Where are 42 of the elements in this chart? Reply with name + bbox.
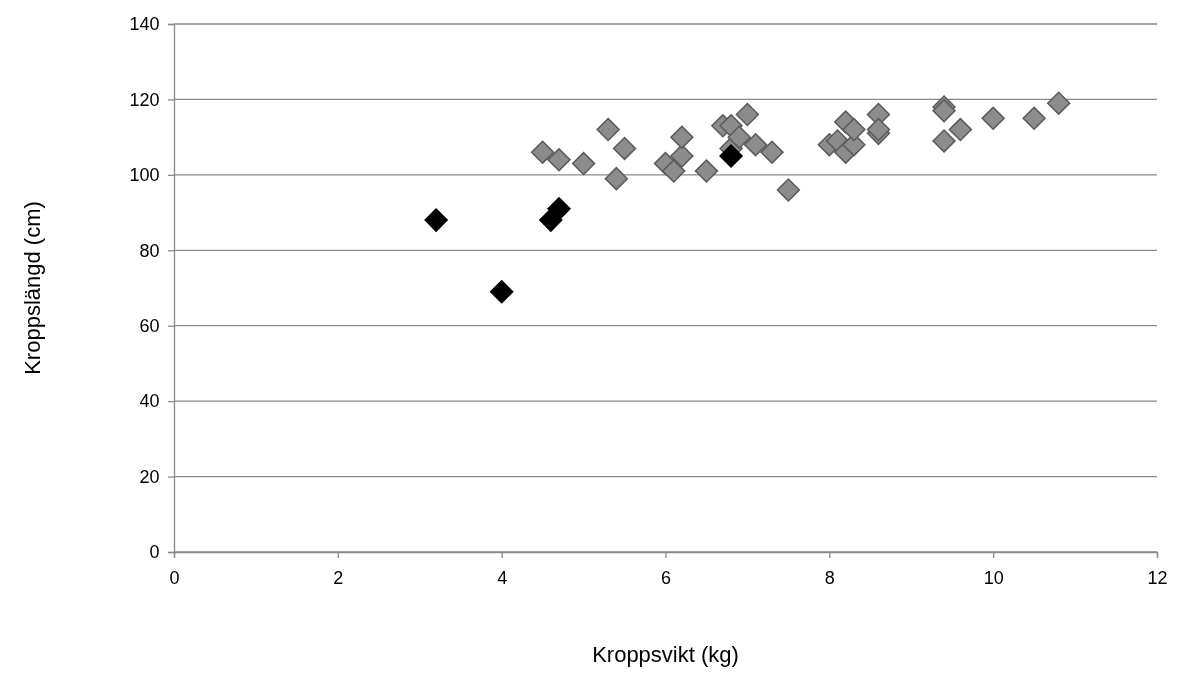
x-tick-label: 10 — [983, 568, 1004, 589]
point — [604, 166, 629, 191]
y-tick-label: 40 — [139, 391, 160, 412]
x-tick-label: 4 — [497, 568, 508, 589]
y-tick-label: 20 — [139, 466, 160, 487]
point — [760, 140, 784, 164]
point — [670, 144, 694, 168]
point — [1022, 106, 1046, 130]
x-tick-label: 2 — [333, 568, 344, 589]
point — [727, 125, 751, 149]
point — [932, 129, 956, 153]
point — [735, 102, 760, 127]
point — [948, 117, 973, 142]
point — [547, 148, 571, 172]
point — [547, 197, 571, 221]
y-tick-label: 140 — [129, 14, 160, 35]
y-tick-label: 60 — [139, 315, 160, 336]
point — [694, 159, 719, 183]
x-axis-title: Kroppsvikt (kg) — [592, 642, 739, 667]
point — [530, 140, 555, 164]
y-tick-label: 0 — [149, 542, 160, 563]
point — [596, 117, 620, 142]
y-tick-label: 80 — [139, 240, 160, 261]
point — [743, 132, 768, 157]
point — [719, 144, 743, 168]
x-tick-label: 12 — [1147, 568, 1168, 589]
point — [612, 136, 637, 161]
point — [489, 280, 514, 304]
point — [571, 151, 596, 176]
point — [776, 178, 801, 202]
x-tick-label: 8 — [824, 568, 835, 589]
point — [661, 159, 686, 183]
point — [424, 208, 448, 232]
y-axis-title: Kroppslängd (cm) — [20, 201, 45, 375]
point — [842, 117, 866, 142]
x-tick-label: 6 — [660, 568, 672, 589]
point — [981, 106, 1005, 130]
point — [1047, 91, 1071, 115]
y-tick-label: 120 — [129, 89, 160, 110]
y-tick-label: 100 — [129, 165, 160, 186]
x-tick-label: 0 — [169, 568, 180, 589]
point — [670, 125, 694, 149]
